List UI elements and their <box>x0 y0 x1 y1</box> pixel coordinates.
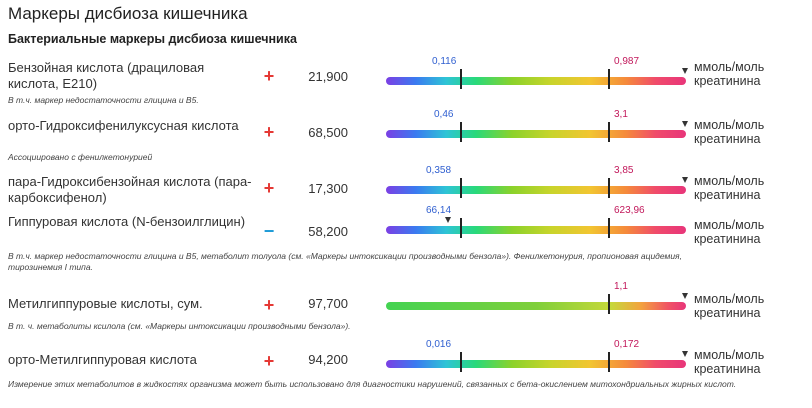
gradient-bar <box>386 77 686 85</box>
result-value: 21,900 <box>308 69 348 84</box>
footnote: Измерение этих метаболитов в жидкостях о… <box>8 379 737 389</box>
marker-note: В т.ч. маркер недостаточности глицина и … <box>8 251 682 272</box>
gradient-bar <box>386 302 686 310</box>
low-limit-tick <box>460 218 462 238</box>
gradient-bar <box>386 226 686 234</box>
high-indicator-icon: + <box>263 178 275 198</box>
result-value: 68,500 <box>308 125 348 140</box>
high-limit-label: 623,96 <box>614 205 645 216</box>
reference-scale: 0,46 3,1 <box>386 107 688 147</box>
result-marker-icon <box>682 351 688 357</box>
marker-name: Бензойная кислота (драциловая кислота, E… <box>8 60 205 91</box>
unit-label: ммоль/моль креатинина <box>694 118 765 146</box>
result-marker-icon <box>682 121 688 127</box>
reference-scale: 0,358 3,85 <box>386 163 688 203</box>
high-limit-tick <box>608 69 610 89</box>
high-limit-tick <box>608 294 610 314</box>
high-limit-label: 3,85 <box>614 165 634 176</box>
high-indicator-icon: + <box>263 351 275 371</box>
high-limit-tick <box>608 178 610 198</box>
reference-scale: 0,016 0,172 <box>386 337 688 377</box>
high-limit-label: 1,1 <box>614 281 628 292</box>
marker-note: Ассоциировано с фенилкетонурией <box>8 152 153 162</box>
low-limit-tick <box>460 178 462 198</box>
result-value: 94,200 <box>308 352 348 367</box>
high-indicator-icon: + <box>263 295 275 315</box>
marker-name: Гиппуровая кислота (N-бензоилглицин) <box>8 214 246 229</box>
low-limit-tick <box>460 352 462 372</box>
high-indicator-icon: + <box>263 66 275 86</box>
high-limit-tick <box>608 218 610 238</box>
gradient-bar <box>386 360 686 368</box>
page-title: Маркеры дисбиоза кишечника <box>8 4 248 23</box>
marker-name: пара-Гидроксибензойная кислота (пара-кар… <box>8 174 252 205</box>
low-limit-label: 0,46 <box>434 109 454 120</box>
unit-label: ммоль/моль креатинина <box>694 292 765 320</box>
unit-label: ммоль/моль креатинина <box>694 218 765 246</box>
result-marker-icon <box>682 293 688 299</box>
marker-name: орто-Метилгиппуровая кислота <box>8 352 197 367</box>
result-marker-icon <box>682 68 688 74</box>
marker-note: В т. ч. метаболиты ксилола (см. «Маркеры… <box>8 321 351 331</box>
result-marker-icon <box>445 217 451 223</box>
low-indicator-icon: − <box>263 221 275 241</box>
low-limit-label: 0,016 <box>426 339 452 350</box>
reference-scale: 1,1 <box>386 279 688 319</box>
low-limit-tick <box>460 69 462 89</box>
high-limit-label: 3,1 <box>614 109 628 120</box>
low-limit-label: 0,358 <box>426 165 452 176</box>
high-limit-tick <box>608 352 610 372</box>
reference-scale: 66,14 623,96 <box>386 203 686 243</box>
result-value: 97,700 <box>308 296 348 311</box>
result-marker-icon <box>682 177 688 183</box>
high-indicator-icon: + <box>263 122 275 142</box>
low-limit-label: 0,116 <box>432 56 457 67</box>
high-limit-label: 0,987 <box>614 56 640 67</box>
low-limit-label: 66,14 <box>426 205 452 216</box>
unit-label: ммоль/моль креатинина <box>694 174 765 202</box>
unit-label: ммоль/моль креатинина <box>694 348 765 376</box>
marker-note: В т.ч. маркер недостаточности глицина и … <box>8 95 199 105</box>
marker-name: Метилгиппуровые кислоты, сум. <box>8 296 203 311</box>
gradient-bar <box>386 130 686 138</box>
reference-scale: 0,116 0,987 <box>386 54 688 94</box>
result-value: 17,300 <box>308 181 348 196</box>
low-limit-tick <box>460 122 462 142</box>
gradient-bar <box>386 186 686 194</box>
marker-name: орто-Гидроксифенилуксусная кислота <box>8 118 239 133</box>
unit-label: ммоль/моль креатинина <box>694 60 765 88</box>
section-title: Бактериальные маркеры дисбиоза кишечника <box>8 32 297 46</box>
high-limit-tick <box>608 122 610 142</box>
result-value: 58,200 <box>308 224 348 239</box>
high-limit-label: 0,172 <box>614 339 640 350</box>
